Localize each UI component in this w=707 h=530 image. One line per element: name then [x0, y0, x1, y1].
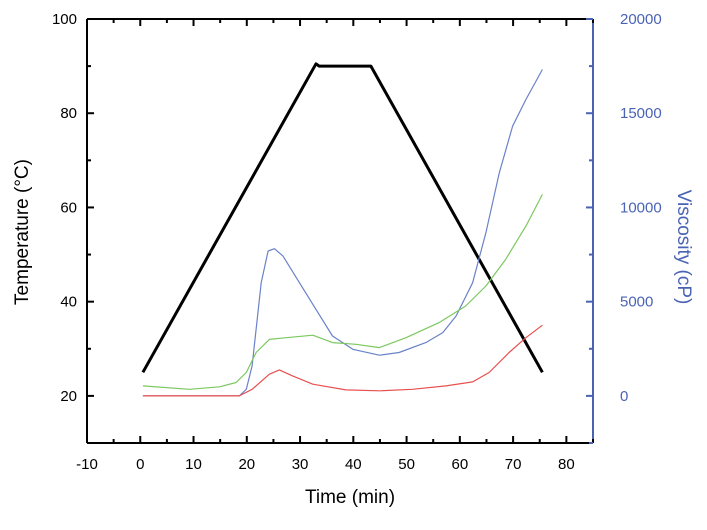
- series-line-2: [142, 194, 543, 390]
- series-line-0: [141, 62, 544, 374]
- y2-tick-label: 10000: [620, 199, 662, 216]
- y2-tick-label: 5000: [620, 294, 653, 311]
- y-tick-label: 20: [60, 388, 77, 405]
- y-tick-label: 60: [60, 199, 77, 216]
- x-tick-label: 0: [136, 456, 144, 473]
- series-line-3: [142, 324, 543, 397]
- x-tick-label: 50: [398, 456, 415, 473]
- y-tick-label: 80: [60, 105, 77, 122]
- x-tick-label: 40: [345, 456, 362, 473]
- x-tick-label: -10: [76, 456, 98, 473]
- y-axis-label: Temperature (°C): [12, 159, 33, 305]
- x-tick-label: 70: [505, 456, 522, 473]
- x-tick-label: 20: [238, 456, 255, 473]
- y2-axis-label: Viscosity (cP): [673, 190, 694, 305]
- y2-tick-label: 15000: [620, 105, 662, 122]
- x-tick-label: 80: [558, 456, 575, 473]
- y2-tick-label: 0: [620, 388, 628, 405]
- x-tick-label: 10: [185, 456, 202, 473]
- x-tick-label: 60: [451, 456, 468, 473]
- y2-tick-label: 20000: [620, 11, 662, 28]
- x-axis-label: Time (min): [305, 487, 395, 508]
- y-tick-label: 40: [60, 294, 77, 311]
- series-line-1: [142, 69, 543, 397]
- y-tick-label: 100: [52, 11, 77, 28]
- x-tick-label: 30: [292, 456, 309, 473]
